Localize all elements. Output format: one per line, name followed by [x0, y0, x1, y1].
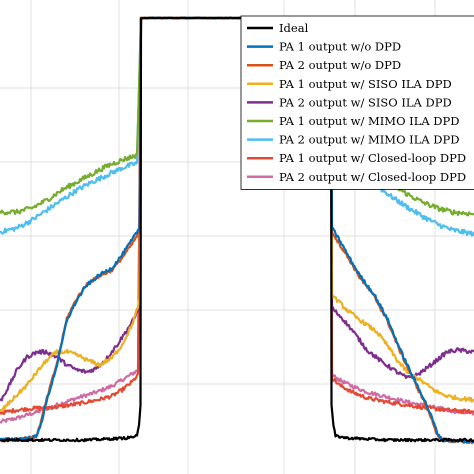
legend-label: PA 2 output w/ MIMO ILA DPD — [279, 133, 459, 147]
legend-label: PA 2 output w/ Closed-loop DPD — [279, 170, 466, 184]
legend-label: PA 1 output w/ SISO ILA DPD — [279, 77, 452, 91]
series-line-1 — [0, 16, 474, 443]
legend: Ideal PA 1 output w/o DPD PA 2 output w/o … — [240, 15, 474, 190]
legend-label: PA 2 output w/ SISO ILA DPD — [279, 95, 452, 109]
series-layer — [0, 16, 474, 445]
legend-label: PA 1 output w/ MIMO ILA DPD — [279, 114, 459, 128]
legend-label: PA 1 output w/ Closed-loop DPD — [279, 151, 466, 165]
legend-label: PA 2 output w/o DPD — [279, 58, 401, 72]
legend-label: PA 1 output w/o DPD — [279, 40, 401, 54]
legend-label: Ideal — [279, 21, 309, 35]
legend-box — [240, 15, 474, 190]
